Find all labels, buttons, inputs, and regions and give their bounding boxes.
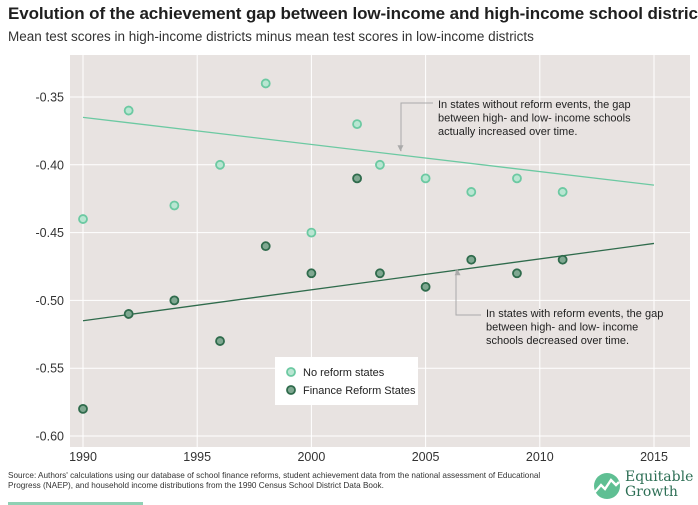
no-reform-trend-line	[82, 116, 655, 186]
reform-point	[375, 268, 385, 279]
no-reform-point	[123, 105, 134, 116]
reform-point	[260, 241, 271, 252]
no-reform-point	[557, 187, 568, 197]
no-reform-point	[78, 214, 88, 224]
x-tick-label: 2005	[412, 450, 440, 464]
logo-icon	[594, 473, 620, 499]
x-tick-label: 1990	[69, 450, 97, 464]
annotation-text: between high- and low- income	[486, 322, 638, 334]
x-tick-label: 2010	[526, 450, 554, 464]
chart-subtitle: Mean test scores in high-income district…	[8, 29, 534, 44]
annotation-arrowhead	[397, 145, 404, 152]
reform-point	[306, 268, 317, 279]
logo-text: Equitable Growth	[625, 470, 693, 500]
annotation-text: In states without reform events, the gap	[438, 99, 631, 111]
y-tick-label: -0.45	[36, 226, 65, 240]
legend-marker	[286, 367, 296, 377]
x-tick-label: 1995	[183, 450, 211, 464]
legend-box	[275, 357, 418, 405]
x-tick-label: 2015	[640, 450, 668, 464]
logo-line-1: Equitable	[625, 469, 694, 485]
no-reform-point	[420, 173, 431, 184]
source-accent-bar	[8, 502, 143, 505]
no-reform-point	[215, 159, 225, 170]
chart-title: Evolution of the achievement gap between…	[8, 4, 698, 23]
reform-point	[352, 173, 362, 184]
annotation-text: between high- and low- income schools	[438, 113, 631, 125]
reform-point	[557, 254, 568, 265]
no-reform-point	[169, 200, 180, 211]
reform-point	[215, 336, 225, 346]
legend-label: No reform states	[303, 367, 385, 379]
annotation-text: actually increased over time.	[438, 126, 577, 138]
y-tick-label: -0.50	[36, 294, 65, 308]
reform-point	[169, 295, 180, 306]
no-reform-point	[260, 78, 271, 89]
y-tick-label: -0.35	[36, 91, 65, 105]
x-tick-label: 2000	[297, 450, 325, 464]
reform-point	[123, 309, 134, 319]
no-reform-point	[352, 119, 362, 130]
legend: No reform states Finance Reform States	[275, 357, 418, 405]
y-tick-label: -0.60	[36, 430, 65, 444]
reform-point	[512, 268, 522, 279]
legend-marker	[286, 385, 296, 395]
scatter-chart: -0.35 -0.40 -0.45 -0.50 -0.55 -0.60 1990 1995 20…	[36, 55, 690, 464]
reform-trend-line	[82, 242, 655, 322]
reform-point	[420, 281, 431, 292]
y-tick-label: -0.40	[36, 158, 65, 172]
no-reform-point	[306, 227, 317, 238]
annotation-text: schools decreased over time.	[486, 335, 629, 347]
no-reform-point	[512, 173, 522, 184]
no-reform-point	[375, 159, 385, 170]
legend-label: Finance Reform States	[303, 385, 416, 397]
logo-line-2: Growth	[625, 484, 678, 500]
reform-point	[466, 254, 477, 265]
y-tick-label: -0.55	[36, 362, 65, 376]
annotation-leader	[455, 269, 481, 316]
reform-point	[78, 403, 88, 414]
annotation-leader	[400, 102, 433, 152]
source-note: Source: Authors' calculations using our …	[8, 471, 541, 490]
equitable-growth-logo[interactable]: Equitable Growth	[592, 470, 696, 503]
annotation-text: In states with reform events, the gap	[486, 308, 663, 320]
annotation-arrowhead	[454, 269, 461, 276]
no-reform-point	[466, 187, 477, 197]
